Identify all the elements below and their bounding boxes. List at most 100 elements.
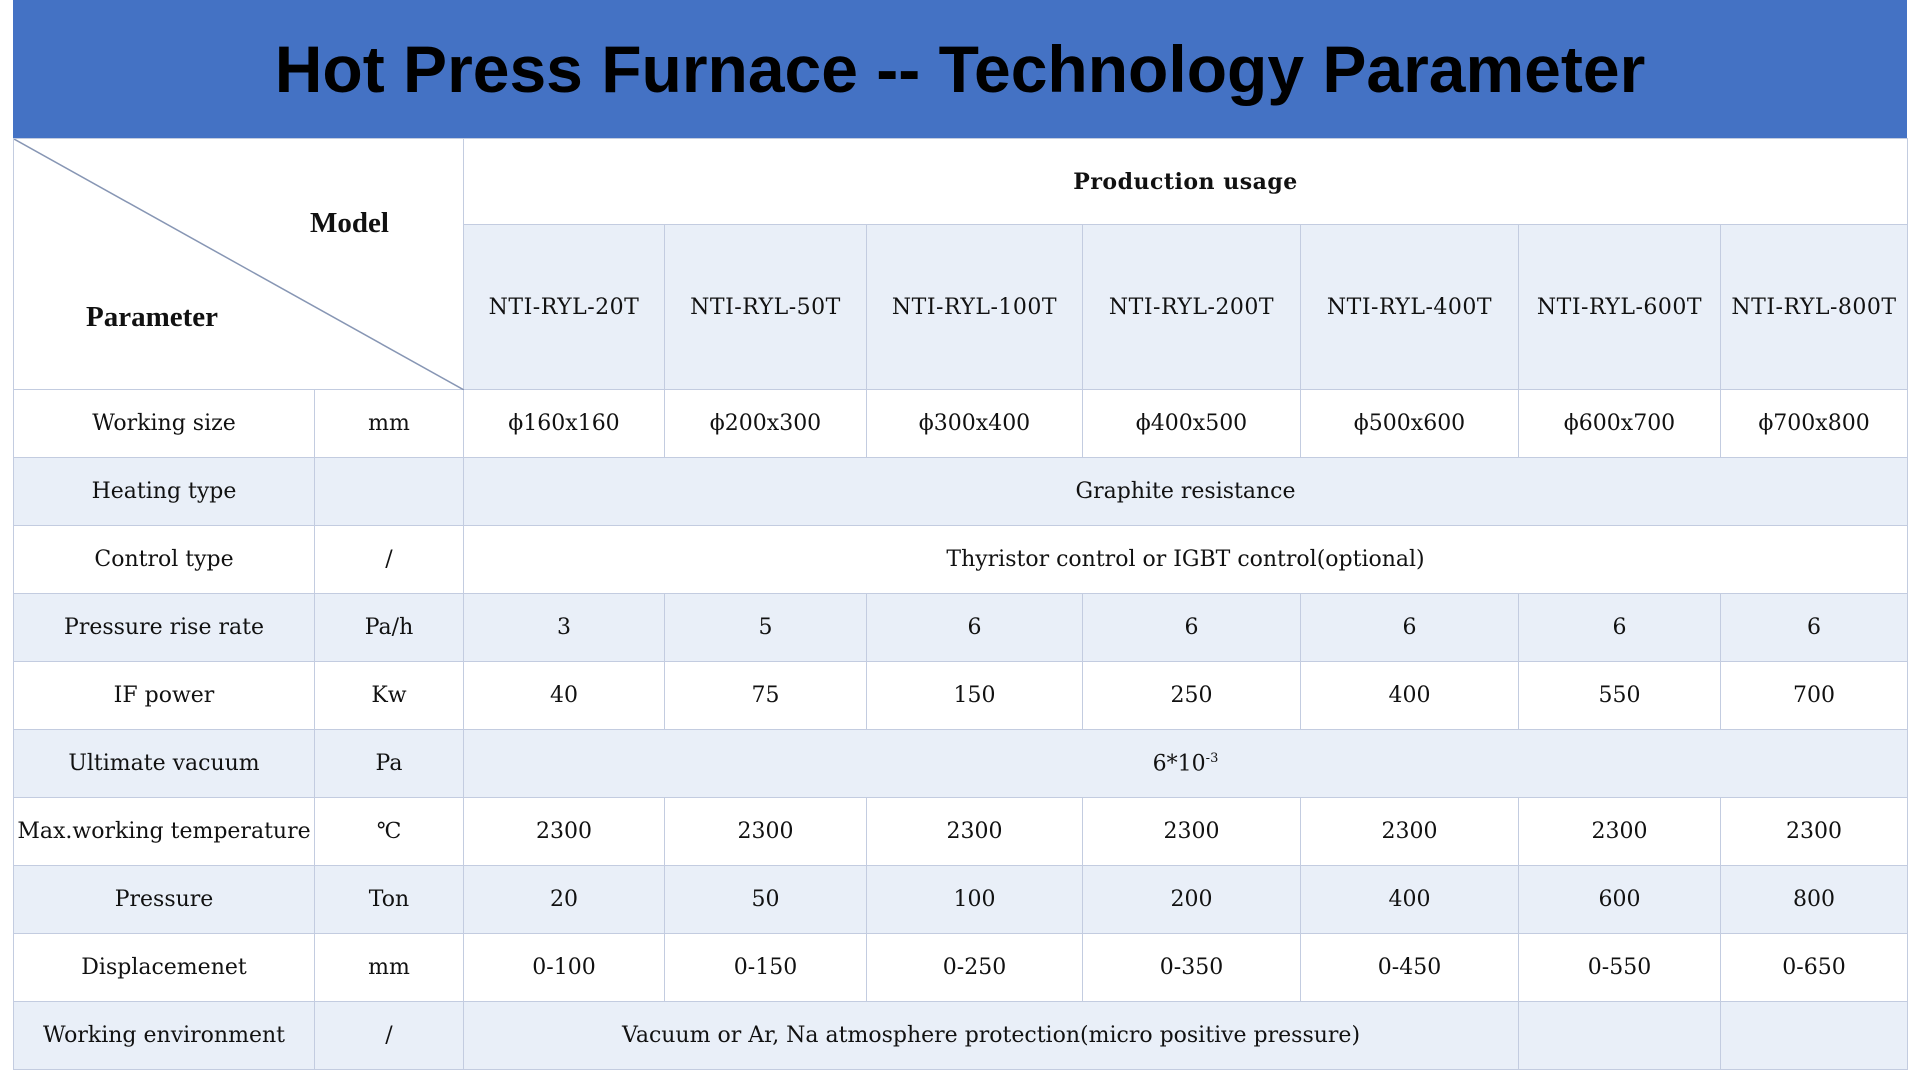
group-header: Production usage	[462, 138, 1909, 225]
value-cell: 0-450	[1300, 933, 1519, 1002]
data-row: Max.working temperature ℃ 2300 2300 2300 2300…	[13, 797, 1909, 866]
value-cell: 0-150	[664, 933, 867, 1002]
parameter-cell: Max.working temperature	[13, 797, 315, 866]
value-cell: 6	[1518, 593, 1721, 662]
value-cell: 6	[1719, 593, 1909, 662]
value-cell: 400	[1300, 865, 1519, 934]
data-row: Pressure Ton 20 50 100 200 400 600 800	[13, 865, 1909, 934]
parameter-cell: Pressure	[13, 865, 315, 934]
value-cell: 800	[1719, 865, 1909, 934]
value-cell: 6	[866, 593, 1083, 662]
parameter-cell: Ultimate vacuum	[13, 729, 315, 798]
parameter-cell: Pressure rise rate	[13, 593, 315, 662]
parameter-cell: IF power	[13, 661, 315, 730]
value-cell: 200	[1082, 865, 1301, 934]
title: Hot Press Furnace -- Technology Paramete…	[13, 0, 1907, 138]
unit-cell: mm	[314, 933, 464, 1002]
model-header: NTI-RYL-20T	[463, 224, 665, 390]
diagonal	[14, 139, 464, 390]
unit-cell: Pa/h	[314, 593, 464, 662]
data-row: Ultimate vacuum Pa 6*10-3	[13, 729, 1909, 798]
value-cell: 0-100	[463, 933, 665, 1002]
data-row: Control type / Thyristor control or IGBT c…	[13, 525, 1909, 594]
value-cell: 600	[1518, 865, 1721, 934]
model-header: NTI-RYL-600T	[1518, 224, 1721, 390]
value-cell: 0-250	[866, 933, 1083, 1002]
model-header: NTI-RYL-800T	[1719, 224, 1909, 390]
data-row: Working size mm ϕ160x160 ϕ200x300 ϕ300x400 ϕ4…	[13, 389, 1909, 458]
value-cell: 20	[463, 865, 665, 934]
value-cell: ϕ600x700	[1518, 389, 1721, 458]
unit-cell	[314, 457, 464, 526]
corner-cell: Model Parameter	[13, 138, 464, 390]
model-header: NTI-RYL-50T	[664, 224, 867, 390]
value-cell: 0-550	[1518, 933, 1721, 1002]
data-row: Pressure rise rate Pa/h 3 5 6 6 6 6 6	[13, 593, 1909, 662]
value-cell: 5	[664, 593, 867, 662]
unit-cell: /	[314, 525, 464, 594]
diagonal-line	[14, 139, 464, 390]
merged-value-cell: Thyristor control or IGBT control(option…	[462, 525, 1909, 594]
model-header: NTI-RYL-200T	[1082, 224, 1301, 390]
value-cell: 0-650	[1719, 933, 1909, 1002]
value-cell: 2300	[866, 797, 1083, 866]
value-cell: 2300	[1300, 797, 1519, 866]
data-row: Working environment / Vacuum or Ar, Na atm…	[13, 1001, 1909, 1070]
unit-cell: mm	[314, 389, 464, 458]
parameter-table: Model Parameter Production usage NTI-RYL…	[13, 138, 1909, 1070]
value-cell: 700	[1719, 661, 1909, 730]
header-row: Model Parameter Production usage	[13, 138, 1909, 390]
data-row: Displacemenet mm 0-100 0-150 0-250 0-350 0-450…	[13, 933, 1909, 1002]
parameter-cell: Working size	[13, 389, 315, 458]
empty-cell	[1518, 1001, 1721, 1070]
value-cell: 2300	[463, 797, 665, 866]
value-cell: 2300	[1719, 797, 1909, 866]
slide: Hot Press Furnace -- Technology Paramete…	[13, 0, 1909, 1070]
unit-cell: ℃	[314, 797, 464, 866]
value-base: 6*10	[1152, 751, 1206, 777]
value-cell: 250	[1082, 661, 1301, 730]
value-cell: 2300	[664, 797, 867, 866]
merged-value-cell: Vacuum or Ar, Na atmosphere protection(m…	[463, 1001, 1519, 1070]
value-cell: 2300	[1082, 797, 1301, 866]
value-cell: ϕ300x400	[866, 389, 1083, 458]
value-cell: 100	[866, 865, 1083, 934]
value-cell: 6	[1082, 593, 1301, 662]
value-cell: 0-350	[1082, 933, 1301, 1002]
value-cell: 2300	[1518, 797, 1721, 866]
parameter-cell: Control type	[13, 525, 315, 594]
merged-value-cell: Graphite resistance	[462, 457, 1909, 526]
parameter-cell: Heating type	[13, 457, 315, 526]
model-row: NTI-RYL-20T NTI-RYL-50T NTI-RYL-100T NTI-RY…	[14, 224, 1909, 390]
value-cell: 3	[463, 593, 665, 662]
corner-top: Model	[310, 207, 389, 239]
unit-cell: Ton	[314, 865, 464, 934]
value-cell: 550	[1518, 661, 1721, 730]
value-cell: ϕ160x160	[463, 389, 665, 458]
empty-cell	[1719, 1001, 1909, 1070]
value-cell: ϕ500x600	[1300, 389, 1519, 458]
value-cell: ϕ200x300	[664, 389, 867, 458]
value-cell: 400	[1300, 661, 1519, 730]
corner-bottom: Parameter	[86, 301, 219, 333]
data-row: IF power Kw 40 75 150 250 400 550 700	[13, 661, 1909, 730]
merged-value-cell: 6*10-3	[462, 729, 1909, 798]
value-exponent: -3	[1205, 750, 1219, 766]
model-header: NTI-RYL-400T	[1300, 224, 1519, 390]
value-cell: ϕ700x800	[1719, 389, 1909, 458]
value-cell: 6	[1300, 593, 1519, 662]
table-body: Model Parameter Production usage NTI-RYL…	[13, 138, 1909, 1070]
value-cell: ϕ400x500	[1082, 389, 1301, 458]
unit-cell: Kw	[314, 661, 464, 730]
unit-cell: /	[314, 1001, 464, 1070]
parameter-cell: Working environment	[13, 1001, 315, 1070]
value-cell: 75	[664, 661, 867, 730]
parameter-cell: Displacemenet	[13, 933, 315, 1002]
value-cell: 150	[866, 661, 1083, 730]
data-row: Heating type Graphite resistance	[13, 457, 1909, 526]
unit-cell: Pa	[314, 729, 464, 798]
model-header: NTI-RYL-100T	[866, 224, 1083, 390]
value-cell: 50	[664, 865, 867, 934]
value-cell: 40	[463, 661, 665, 730]
